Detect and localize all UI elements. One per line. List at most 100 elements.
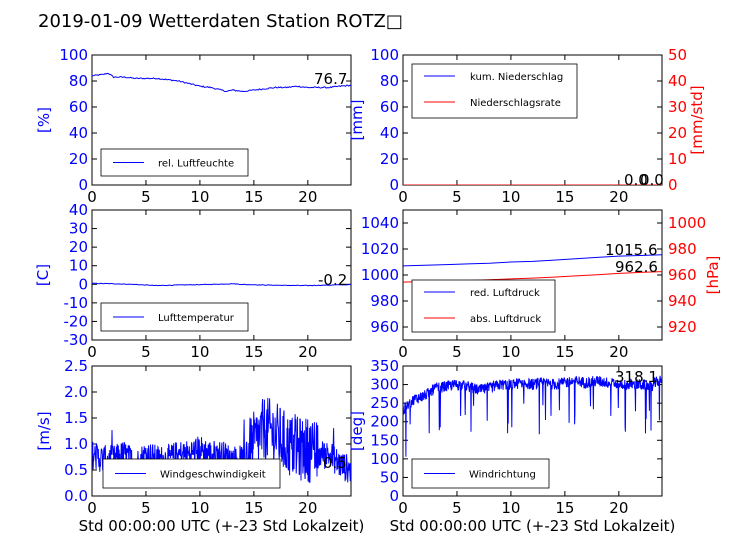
x-tick-label: 5 [452,499,462,517]
legend-box [100,148,249,177]
last-value-annotation: 1015.6 [605,241,658,259]
y-tick-label: 200 [370,413,399,431]
y-right-tick-label: 30 [668,98,687,116]
series-line-lufttemperatur [92,282,351,287]
y-tick-label: 300 [370,376,399,394]
x-tick-label: 5 [452,188,462,206]
last-value-annotation: -0.2 [318,271,347,289]
y-tick-label: 1000 [361,266,399,284]
series-line-rel-luftfeuchte [92,72,351,93]
x-axis-label: Std 00:00:00 UTC (+-23 Std Lokalzeit) [390,517,676,535]
y-tick-label: 2.5 [64,357,88,375]
chart-humidity: 0 5 10 15 20 0 20 40 60 80 100 [%] rel. Luftfeuchte 7… [35,46,352,206]
y-tick-label: 1020 [361,240,399,258]
y-right-axis-label: [mm/std] [688,85,706,154]
y-tick-label: 0 [78,275,88,293]
y-tick-label: -20 [64,312,89,330]
x-axis-label: Std 00:00:00 UTC (+-23 Std Lokalzeit) [79,517,365,535]
x-tick-label: 15 [555,188,574,206]
y-tick-label: 100 [370,450,399,468]
x-tick-label: 5 [141,188,151,206]
y-tick-label: 40 [69,201,88,219]
y-tick-label: 250 [370,394,399,412]
y-tick-label: 50 [380,468,399,486]
y-tick-label: 10 [69,257,88,275]
x-tick-label: 20 [298,188,317,206]
x-tick-label: 0 [398,499,408,517]
legend-entry: Lufttemperatur [158,313,235,324]
x-tick-label: 20 [298,499,317,517]
series-line-windrichtung [403,375,662,457]
x-tick-label: 15 [555,499,574,517]
y-tick-label: 150 [370,431,399,449]
chart-windspeed: 0 5 10 15 20 0.0 0.5 1.0 1.5 2.0 2.5 [m/s] Std 00:00… [35,357,364,535]
last-value-annotation: 962.6 [615,258,658,276]
legend: rel. Luftfeuchte [100,148,249,177]
y-tick-label: 0.0 [64,487,88,505]
y-tick-label: 40 [380,124,399,142]
x-tick-label: 5 [141,343,151,361]
y-right-axis-label: [hPa] [704,256,722,295]
y-tick-label: 1040 [361,214,399,232]
legend: Windrichtung [411,458,550,489]
y-tick-label: 350 [370,357,399,375]
series-group [92,72,351,93]
y-tick-label: 2.0 [64,383,88,401]
y-tick-label: 30 [69,220,88,238]
x-tick-label: 20 [609,188,628,206]
legend: Windgeschwindigkeit [102,458,281,489]
y-tick-label: 20 [69,238,88,256]
legend-box [411,63,578,119]
x-tick-label: 5 [141,499,151,517]
last-value-annotation: 0.0 [640,171,664,189]
y-tick-label: 0 [389,487,399,505]
y-tick-label: 20 [380,150,399,168]
y-axis-label: [deg] [348,411,366,451]
y-right-tick-label: 50 [668,46,687,64]
y-right-tick-label: 20 [668,124,687,142]
legend-entry: Windgeschwindigkeit [160,470,266,481]
legend-entry: Windrichtung [469,470,536,481]
x-tick-label: 15 [555,343,574,361]
y-axis-label: [%] [35,107,53,133]
x-tick-label: 10 [501,499,520,517]
y-right-tick-label: 920 [668,318,697,336]
x-tick-label: 0 [398,188,408,206]
legend-entry: rel. Luftfeuchte [158,159,234,170]
y-tick-label: 0.5 [64,461,88,479]
legend-entry: kum. Niederschlag [470,72,563,83]
x-tick-label: 10 [501,343,520,361]
y-tick-label: 80 [69,72,88,90]
y-tick-label: 980 [370,292,399,310]
legend-entry: red. Luftdruck [470,288,540,299]
y-tick-label: -30 [64,331,89,349]
legend-entry: Niederschlagsrate [470,98,561,109]
x-tick-label: 10 [190,343,209,361]
legend: red. Luftdruck abs. Luftdruck [411,279,556,333]
x-tick-label: 0 [398,343,408,361]
y-tick-label: 1.0 [64,435,88,453]
last-value-annotation: 0.0 [624,171,648,189]
y-tick-label: 0 [389,176,399,194]
x-tick-label: 5 [452,343,462,361]
series-group [92,282,351,287]
x-tick-label: 10 [190,499,209,517]
y-right-tick-label: 10 [668,150,687,168]
y-axis-label: [m/s] [35,411,53,450]
y-tick-label: 60 [380,98,399,116]
y-tick-label: 40 [69,124,88,142]
legend-box [411,279,556,333]
x-tick-label: 0 [87,343,97,361]
x-tick-label: 15 [244,343,263,361]
legend-entry: abs. Luftdruck [470,314,541,325]
chart-pressure: 0 5 10 15 20 960 980 1000 1020 1040 920 940 960 980 10… [361,209,722,361]
y-tick-label: 0 [78,176,88,194]
y-tick-label: 100 [370,46,399,64]
y-right-tick-label: 0 [668,176,678,194]
y-right-tick-label: 940 [668,292,697,310]
y-right-tick-label: 40 [668,72,687,90]
y-tick-label: 80 [380,72,399,90]
x-tick-label: 15 [244,499,263,517]
